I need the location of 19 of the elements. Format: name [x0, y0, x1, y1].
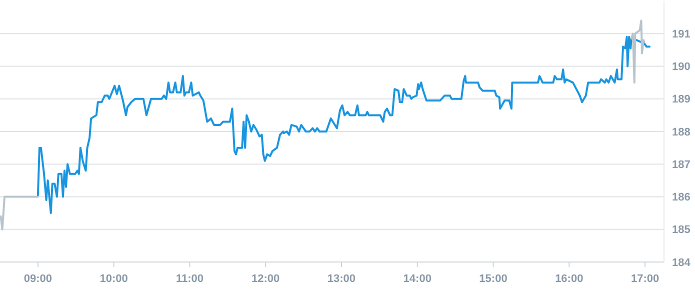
x-tick-label: 12:00 — [252, 273, 280, 285]
y-tick-label: 186 — [672, 192, 690, 204]
x-tick-label: 17:00 — [630, 273, 660, 285]
x-tick-label: 15:00 — [479, 273, 508, 285]
line-series — [630, 20, 646, 84]
y-tick-label: 185 — [672, 224, 690, 236]
y-tick-label: 184 — [672, 256, 692, 269]
x-tick-label: 09:00 — [24, 273, 52, 285]
x-tick-label: 10:00 — [100, 273, 128, 285]
y-tick-label: 189 — [672, 94, 690, 106]
y-tick-label: 191 — [672, 28, 690, 40]
line-series — [36, 36, 651, 214]
y-tick-label: 190 — [672, 61, 690, 74]
x-tick-label: 16:00 — [555, 273, 584, 285]
x-tick-label: 13:00 — [327, 273, 356, 285]
x-tick-label: 14:00 — [403, 273, 432, 285]
x-tick-label: 11:00 — [176, 273, 204, 285]
y-tick-label: 187 — [672, 158, 690, 171]
y-tick-label: 188 — [672, 126, 690, 138]
